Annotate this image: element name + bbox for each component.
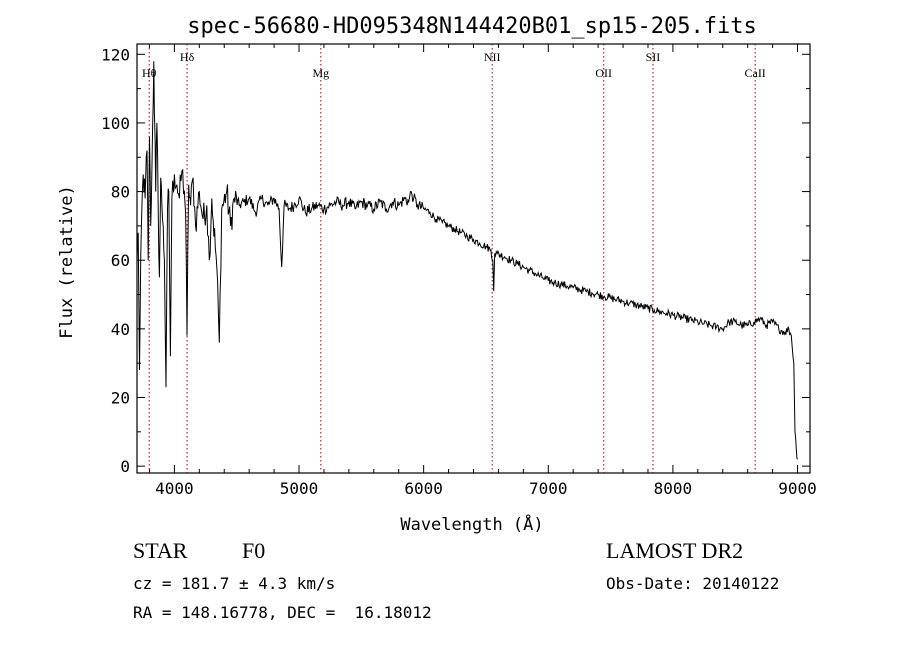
y-axis: 0 20 40 60 80 100 120 — [101, 45, 810, 476]
object-subclass: F0 — [242, 538, 266, 563]
x-tick-label: 8000 — [654, 479, 693, 498]
spectral-line-markers: Hθ Hδ Mg NII OII SII CaII — [142, 44, 766, 473]
spectral-line-label: CaII — [744, 66, 765, 80]
x-axis-label: Wavelength (Å) — [400, 513, 543, 535]
coordinates: RA = 148.16778, DEC = 16.18012 — [133, 603, 432, 622]
y-tick-label: 20 — [111, 388, 130, 407]
y-tick-label: 120 — [101, 45, 130, 64]
spectral-line-label: NII — [484, 50, 501, 64]
spectral-line-label: SII — [646, 50, 661, 64]
x-tick-label: 7000 — [529, 479, 568, 498]
spectral-line-label: OII — [595, 66, 612, 80]
observation-date: Obs-Date: 20140122 — [606, 574, 780, 593]
x-tick-label: 6000 — [404, 479, 443, 498]
object-class: STAR — [133, 538, 188, 563]
redshift-cz: cz = 181.7 ± 4.3 km/s — [133, 574, 336, 593]
x-tick-label: 5000 — [280, 479, 319, 498]
y-axis-label: Flux (relative) — [57, 185, 77, 339]
spectral-line-label: Mg — [312, 66, 329, 80]
y-tick-label: 80 — [111, 183, 130, 202]
plot-frame — [136, 43, 811, 474]
chart-title: spec-56680-HD095348N144420B01_sp15-205.f… — [187, 14, 757, 39]
spectrum-line — [136, 61, 798, 460]
spectral-line-label: Hδ — [180, 50, 195, 64]
y-tick-label: 100 — [101, 114, 130, 133]
y-tick-label: 40 — [111, 320, 130, 339]
y-tick-label: 60 — [111, 251, 130, 270]
spectral-line-label: Hθ — [142, 66, 157, 80]
x-tick-label: 4000 — [155, 479, 194, 498]
survey-name: LAMOST DR2 — [606, 538, 744, 563]
x-axis: 4000 5000 6000 7000 8000 9000 — [148, 44, 817, 498]
x-tick-label: 9000 — [778, 479, 817, 498]
y-tick-label: 0 — [120, 457, 130, 476]
